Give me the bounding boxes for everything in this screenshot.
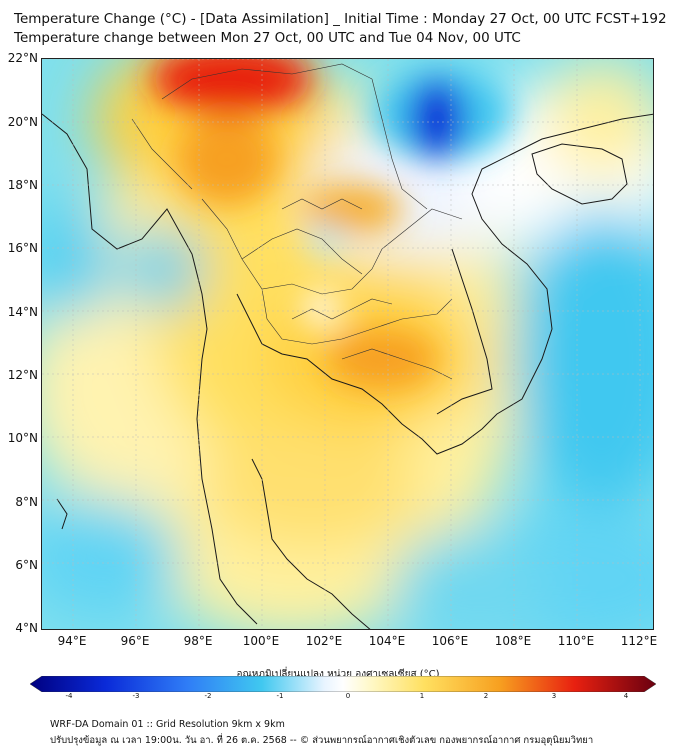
map-svg — [42, 59, 653, 629]
lon-label-98e: 98°E — [183, 634, 213, 648]
temperature-field — [42, 59, 653, 629]
colorbar-tick: 2 — [483, 692, 489, 700]
colorbar-tick: -4 — [65, 692, 73, 700]
admin-borders — [131, 63, 463, 380]
temperature-change-map — [41, 58, 654, 630]
colorbar-tick: 4 — [623, 692, 629, 700]
lon-label-96e: 96°E — [120, 634, 150, 648]
colorbar-tick: -2 — [204, 692, 212, 700]
colorbar-tick: 3 — [551, 692, 557, 700]
chart-title: Temperature Change (°C) - [Data Assimila… — [14, 11, 667, 27]
lon-label-110e: 110°E — [557, 634, 595, 648]
lon-label-104e: 104°E — [368, 634, 406, 648]
chart-subtitle: Temperature change between Mon 27 Oct, 0… — [14, 30, 521, 46]
coastlines — [42, 113, 653, 629]
lat-label-20n: 20°N — [7, 115, 38, 129]
lon-label-94e: 94°E — [57, 634, 87, 648]
colorbar-tick: 0 — [345, 692, 351, 700]
lat-label-12n: 12°N — [7, 368, 38, 382]
colorbar-title: อุณหภูมิเปลี่ยนแปลง หน่วย องศาเซลเซียส (… — [236, 669, 440, 680]
lat-label-4n: 4°N — [15, 621, 38, 635]
lat-label-22n: 22°N — [7, 51, 38, 65]
colorbar-tick: -1 — [276, 692, 284, 700]
lat-label-10n: 10°N — [7, 431, 38, 445]
lon-label-108e: 108°E — [494, 634, 532, 648]
model-info: WRF-DA Domain 01 :: Grid Resolution 9km … — [50, 719, 285, 730]
lon-label-106e: 106°E — [431, 634, 469, 648]
colorbar-tick: -3 — [132, 692, 140, 700]
lat-label-14n: 14°N — [7, 305, 38, 319]
colorbar-tick: 1 — [419, 692, 425, 700]
graticule — [42, 59, 653, 629]
credit-line: ปรับปรุงข้อมูล ณ เวลา 19:00น. วัน อา. ที… — [50, 735, 594, 746]
lat-label-18n: 18°N — [7, 178, 38, 192]
lat-label-6n: 6°N — [15, 558, 38, 572]
lon-label-100e: 100°E — [242, 634, 280, 648]
lon-label-102e: 102°E — [305, 634, 343, 648]
colorbar — [30, 676, 656, 692]
lon-label-112e: 112°E — [620, 634, 658, 648]
lat-label-16n: 16°N — [7, 241, 38, 255]
lat-label-8n: 8°N — [15, 495, 38, 509]
